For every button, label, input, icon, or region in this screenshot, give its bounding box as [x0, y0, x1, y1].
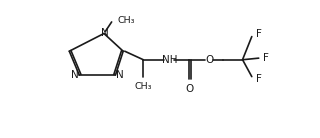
Text: CH₃: CH₃	[134, 82, 152, 91]
Text: CH₃: CH₃	[118, 16, 135, 25]
Text: F: F	[262, 53, 268, 63]
Text: F: F	[256, 74, 261, 84]
Text: O: O	[205, 55, 213, 65]
Text: NH: NH	[162, 55, 177, 65]
Text: N: N	[71, 70, 78, 80]
Text: O: O	[186, 84, 194, 94]
Text: N: N	[116, 70, 124, 80]
Text: F: F	[256, 29, 261, 39]
Text: N: N	[101, 29, 108, 39]
